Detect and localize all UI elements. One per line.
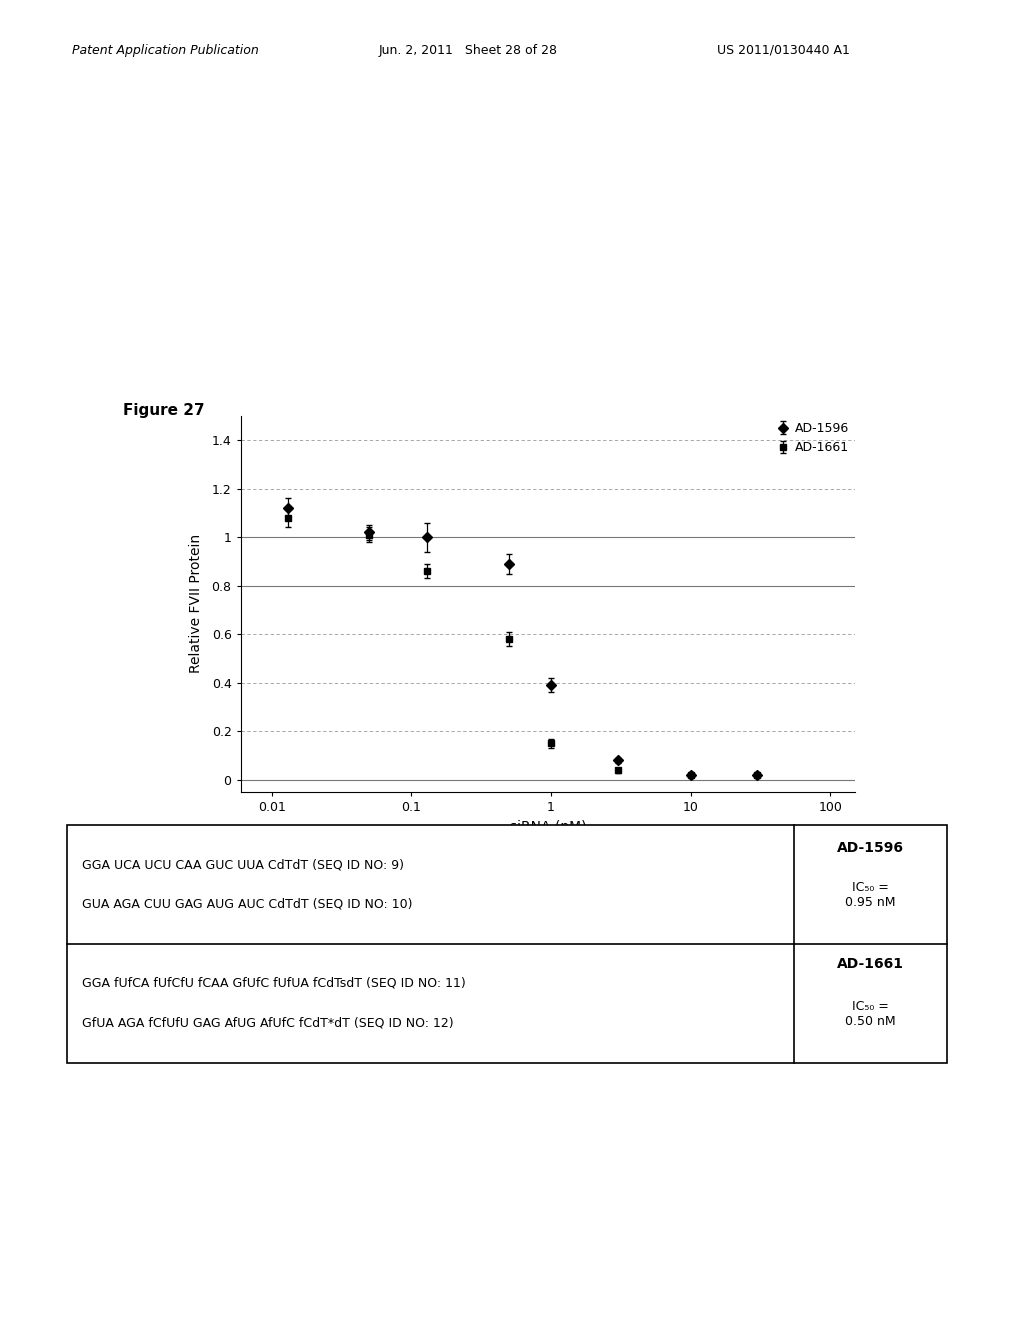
Text: AD-1596: AD-1596 [837, 841, 904, 855]
Y-axis label: Relative FVII Protein: Relative FVII Protein [189, 535, 204, 673]
Text: GGA UCA UCU CAA GUC UUA CdTdT (SEQ ID NO: 9): GGA UCA UCU CAA GUC UUA CdTdT (SEQ ID NO… [82, 858, 403, 871]
Legend: AD-1596, AD-1661: AD-1596, AD-1661 [777, 422, 849, 454]
Text: IC₅₀ =
0.95 nM: IC₅₀ = 0.95 nM [845, 880, 896, 909]
Text: IC₅₀ =
0.50 nM: IC₅₀ = 0.50 nM [845, 999, 896, 1028]
Text: GUA AGA CUU GAG AUG AUC CdTdT (SEQ ID NO: 10): GUA AGA CUU GAG AUG AUC CdTdT (SEQ ID NO… [82, 898, 413, 911]
Text: AD-1661: AD-1661 [837, 957, 904, 972]
Text: Patent Application Publication: Patent Application Publication [72, 44, 258, 57]
Text: Jun. 2, 2011   Sheet 28 of 28: Jun. 2, 2011 Sheet 28 of 28 [379, 44, 558, 57]
X-axis label: siRNA (nM): siRNA (nM) [510, 820, 586, 834]
Text: Figure 27: Figure 27 [123, 403, 205, 417]
Text: US 2011/0130440 A1: US 2011/0130440 A1 [717, 44, 850, 57]
Text: GGA fUfCA fUfCfU fCAA GfUfC fUfUA fCdTsdT (SEQ ID NO: 11): GGA fUfCA fUfCfU fCAA GfUfC fUfUA fCdTsd… [82, 977, 466, 990]
Text: GfUA AGA fCfUfU GAG AfUG AfUfC fCdT*dT (SEQ ID NO: 12): GfUA AGA fCfUfU GAG AfUG AfUfC fCdT*dT (… [82, 1016, 454, 1030]
